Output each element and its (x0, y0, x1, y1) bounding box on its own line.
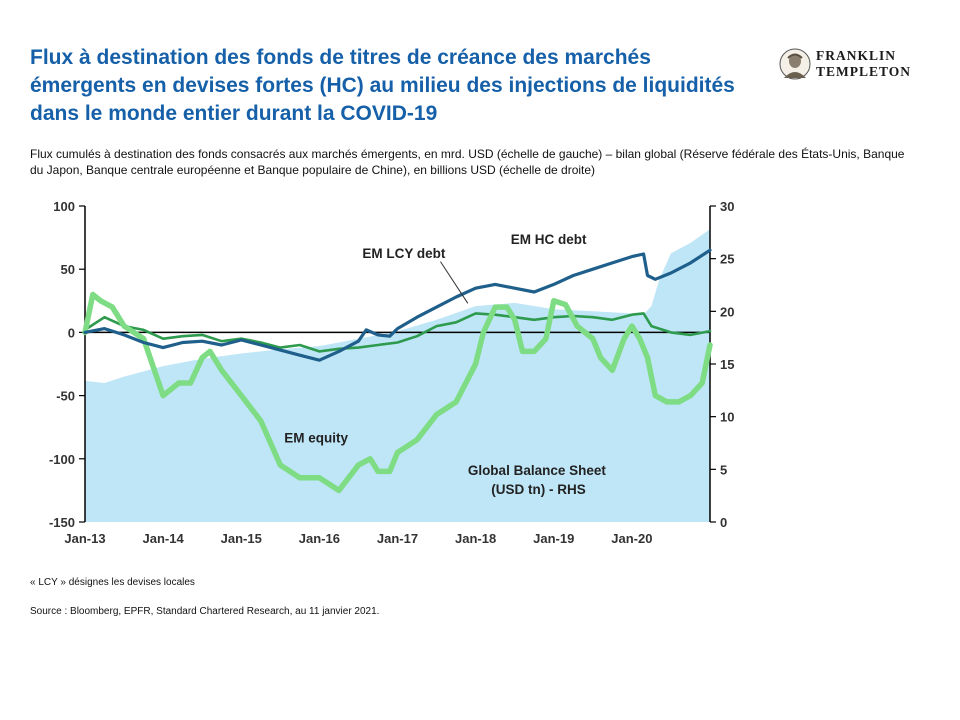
chart-title: Flux à destination des fonds de titres d… (30, 46, 735, 125)
balance-sheet-area (85, 229, 710, 522)
x-tick-label: Jan-16 (299, 531, 340, 546)
labels-layer: EM HC debt EM LCY debt EM equity Global Bal… (284, 232, 606, 497)
logo-line-2: TEMPLETON (816, 64, 912, 79)
right-tick-label: 30 (720, 199, 734, 214)
right-tick-label: 20 (720, 304, 734, 319)
annotation-lcy-pointer (440, 261, 469, 304)
x-tick-label: Jan-15 (221, 531, 262, 546)
balance-sheet-layer (85, 229, 710, 522)
right-tick-label: 10 (720, 410, 734, 425)
series-hc-line (83, 248, 712, 362)
right-tick-label: 25 (720, 252, 734, 267)
series-equity-line (82, 291, 713, 494)
left-tick-label: -150 (49, 515, 75, 530)
annotation-lcy: EM LCY debt (362, 246, 446, 261)
annotation-hc: EM HC debt (511, 232, 587, 247)
right-tick-label: 5 (720, 462, 727, 477)
left-tick-label: 50 (61, 262, 75, 277)
left-tick-label: 100 (53, 199, 75, 214)
franklin-portrait-icon (779, 48, 811, 80)
x-tick-label: Jan-19 (533, 531, 574, 546)
franklin-templeton-logo: FRANKLIN TEMPLETON (778, 48, 928, 82)
series-lcy-line (83, 312, 712, 353)
right-tick-label: 15 (720, 357, 734, 372)
chart-subtitle: Flux cumulés à destination des fonds con… (30, 147, 905, 177)
x-tick-label: Jan-14 (143, 531, 185, 546)
logo-line-1: FRANKLIN (816, 48, 897, 63)
x-tick-label: Jan-17 (377, 531, 418, 546)
lcy-footnote: « LCY » désignes les devises locales (30, 577, 195, 588)
annotation-balance-2: (USD tn) - RHS (491, 482, 586, 497)
annotation-balance-1: Global Balance Sheet (468, 463, 607, 478)
x-tick-label: Jan-18 (455, 531, 496, 546)
x-tick-label: Jan-20 (611, 531, 652, 546)
series-layer (82, 248, 713, 494)
annotation-equity: EM equity (284, 430, 348, 445)
left-tick-label: -50 (56, 389, 75, 404)
right-tick-label: 0 (720, 515, 727, 530)
source-note: Source : Bloomberg, EPFR, Standard Chart… (30, 606, 380, 617)
x-tick-label: Jan-13 (64, 531, 105, 546)
left-tick-label: -100 (49, 452, 75, 467)
left-tick-label: 0 (68, 325, 75, 340)
